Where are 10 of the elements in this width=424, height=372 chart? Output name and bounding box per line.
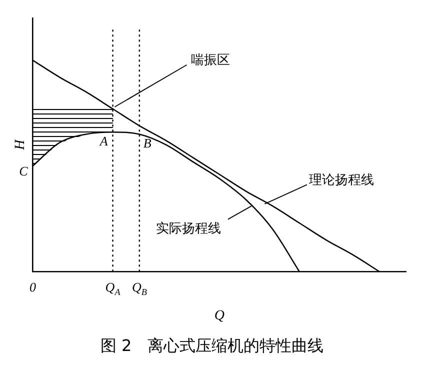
annotation: 理论扬程线 [308,173,374,188]
y-axis-title: H [13,138,28,151]
annotation: C [19,163,28,178]
annotation: A [98,134,108,149]
x-axis-title: Q [214,308,224,324]
text: 图 2 离心式压缩机的特性曲线 [99,336,325,357]
annotation: 实际扬程线 [156,222,221,237]
annotation: 喘振区 [190,53,230,68]
annotation: B [143,136,152,151]
x-tick-label: 0 [30,280,37,295]
